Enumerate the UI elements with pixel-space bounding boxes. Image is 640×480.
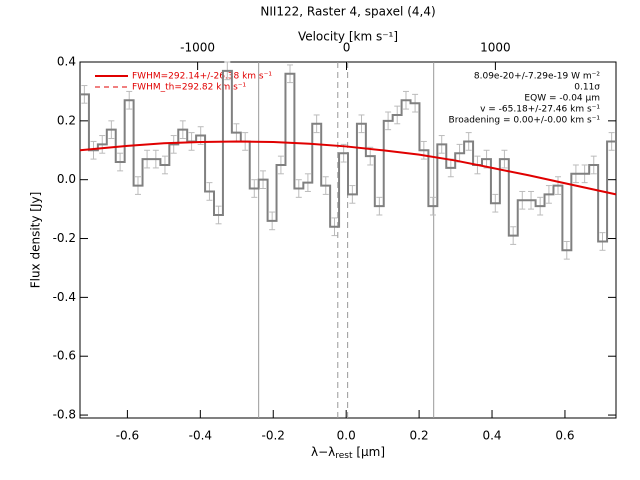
chart-title: NII122, Raster 4, spaxel (4,4) xyxy=(260,5,435,19)
y-tick-label: -0.2 xyxy=(53,231,76,245)
x-tick-label: 0.2 xyxy=(410,429,429,443)
x2-tick-label: 1000 xyxy=(480,41,511,55)
legend-label: FWHM=292.14+/-26.38 km s⁻¹ xyxy=(132,72,272,82)
fit-line xyxy=(79,140,617,196)
x-tick-label: -0.4 xyxy=(189,429,212,443)
x2-tick-label: 0 xyxy=(343,41,351,55)
x-label-main: λ−λ xyxy=(311,445,335,459)
y-tick-label: -0.4 xyxy=(53,290,76,304)
y-tick-label: 0.2 xyxy=(57,113,76,127)
annotation: EQW = -0.04 μm xyxy=(524,94,600,104)
x-axis-label: λ−λrest [μm] xyxy=(311,445,385,461)
x-label-unit: [μm] xyxy=(353,445,386,459)
x2-tick-label: -1000 xyxy=(180,41,215,55)
x-label-sub: rest xyxy=(335,451,353,461)
x-tick-label: 0.6 xyxy=(555,429,574,443)
x-tick-label: 0.4 xyxy=(482,429,501,443)
y-tick-label: -0.6 xyxy=(53,349,76,363)
x2-axis-label: Velocity [km s⁻¹] xyxy=(298,30,398,44)
annotation: v = -65.18+/-27.46 km s⁻¹ xyxy=(480,105,600,115)
annotation: 8.09e-20+/-7.29e-19 W m⁻² xyxy=(474,72,601,82)
y-tick-label: 0.4 xyxy=(57,55,76,69)
y-tick-label: 0.0 xyxy=(57,172,76,186)
legend-label: FWHM_th=292.82 km s⁻¹ xyxy=(132,83,247,93)
x-tick-label: 0.0 xyxy=(337,429,356,443)
x-tick-label: -0.2 xyxy=(262,429,285,443)
x-tick-label: -0.6 xyxy=(116,429,139,443)
spectrum-line xyxy=(80,69,616,252)
y-tick-label: -0.8 xyxy=(53,408,76,422)
annotation: 0.11σ xyxy=(574,83,600,93)
y-axis-label: Flux density [Jy] xyxy=(29,192,43,289)
annotation: Broadening = 0.00+/-0.00 km s⁻¹ xyxy=(449,116,601,126)
